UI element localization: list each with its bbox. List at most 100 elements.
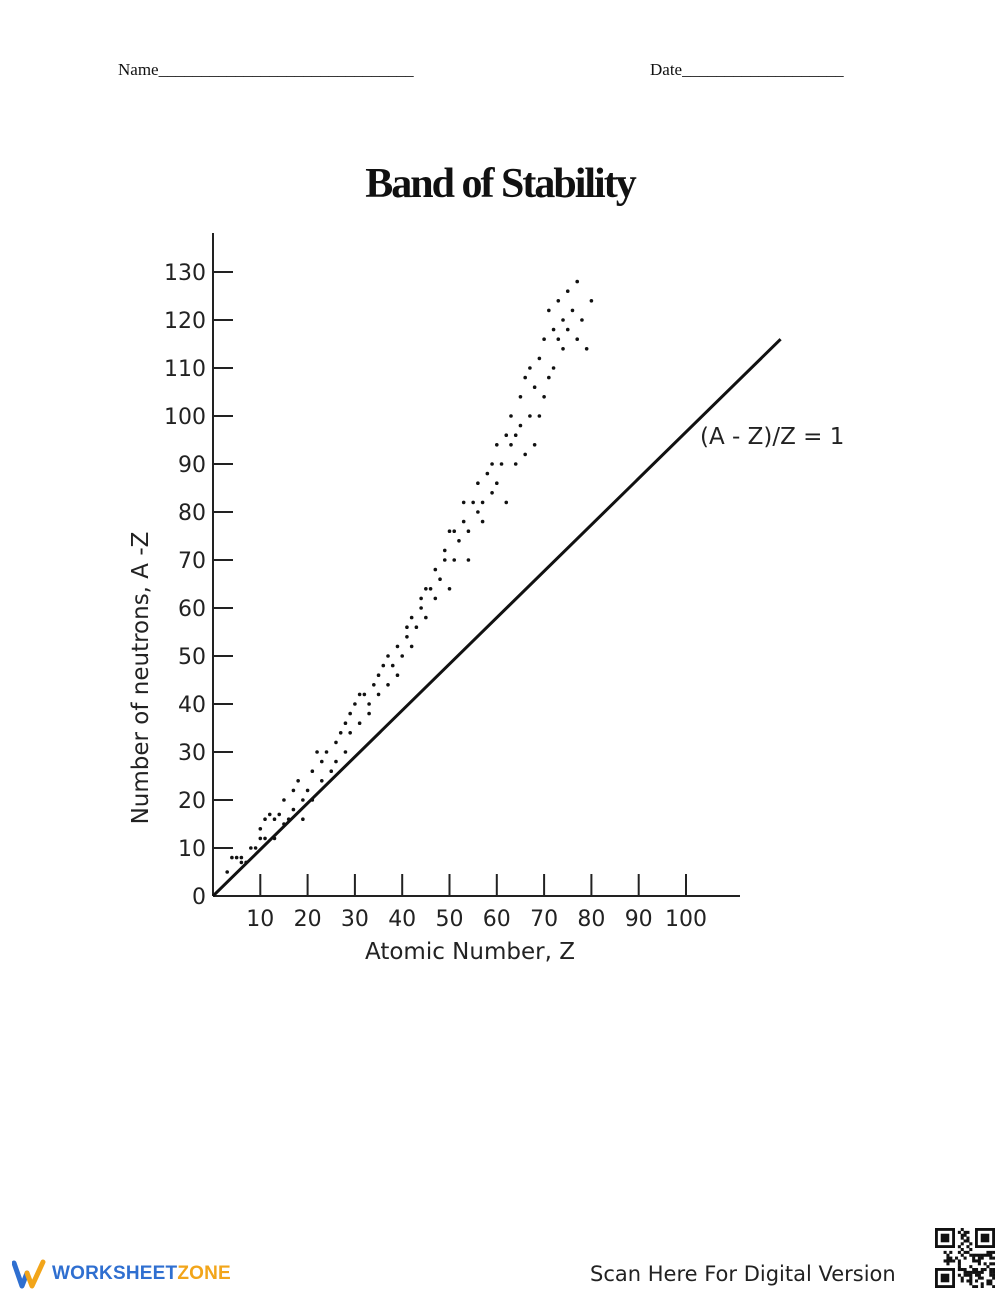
name-field[interactable]: Name______________________________: [118, 60, 414, 80]
x-tick-label: 100: [665, 907, 707, 932]
page-title: Band of Stability: [365, 161, 636, 207]
worksheetzone-logo[interactable]: WORKSHEETZONE: [12, 1257, 231, 1291]
data-point: [433, 596, 438, 601]
data-point: [343, 721, 348, 725]
qr-module: [989, 1268, 993, 1272]
data-point: [457, 539, 461, 543]
data-point: [490, 462, 494, 466]
qr-module: [977, 1276, 981, 1280]
name-label: Name: [118, 60, 159, 79]
data-point: [584, 347, 589, 351]
data-point: [367, 711, 371, 716]
qr-module: [946, 1259, 950, 1263]
data-point: [409, 615, 414, 620]
qr-module: [992, 1273, 995, 1277]
data-point: [556, 299, 561, 303]
data-point: [263, 817, 267, 821]
qr-module: [986, 1282, 990, 1286]
data-point: [405, 625, 409, 629]
qr-module: [980, 1268, 984, 1272]
qr-module: [969, 1273, 973, 1277]
qr-module: [992, 1250, 995, 1254]
qr-module: [966, 1250, 970, 1254]
qr-module: [963, 1239, 967, 1243]
data-point: [575, 279, 580, 284]
data-point: [480, 519, 485, 524]
data-point: [372, 683, 376, 687]
data-point: [442, 558, 447, 562]
y-tick-label: 40: [178, 693, 206, 718]
qr-module: [980, 1270, 984, 1274]
data-point: [547, 375, 551, 380]
qr-module: [966, 1245, 970, 1249]
data-point: [301, 798, 305, 802]
qr-module: [960, 1233, 964, 1237]
qr-module: [977, 1270, 981, 1274]
data-point: [334, 740, 338, 745]
data-point: [438, 577, 442, 581]
qr-module: [960, 1236, 964, 1240]
x-tick-label: 20: [294, 907, 322, 932]
qr-module: [943, 1259, 947, 1263]
date-field[interactable]: Date___________________: [650, 60, 844, 80]
qr-module: [992, 1285, 995, 1288]
qr-module: [992, 1276, 995, 1280]
data-point: [551, 327, 556, 332]
data-point: [357, 692, 362, 697]
data-point: [518, 423, 523, 428]
data-point: [565, 289, 570, 293]
data-point: [532, 385, 537, 389]
qr-module: [972, 1256, 976, 1260]
data-point: [362, 692, 367, 697]
data-point: [258, 836, 263, 841]
data-point: [542, 395, 546, 399]
qr-module: [975, 1273, 979, 1277]
data-point: [291, 788, 296, 793]
data-point: [353, 702, 357, 706]
qr-module: [957, 1262, 961, 1266]
data-point: [447, 529, 452, 533]
qr-module: [957, 1250, 961, 1254]
data-point: [225, 870, 229, 874]
qr-module: [989, 1256, 993, 1260]
data-point: [376, 673, 381, 677]
data-point: [499, 462, 504, 466]
qr-module: [969, 1248, 973, 1252]
qr-module: [975, 1259, 979, 1263]
logo-text: WORKSHEETZONE: [52, 1263, 231, 1285]
y-axis-label: Number of neutrons, A -Z: [128, 532, 154, 825]
qr-module: [983, 1253, 987, 1257]
qr-module: [989, 1250, 993, 1254]
qr-module: [963, 1273, 967, 1277]
qr-module: [960, 1279, 964, 1283]
qr-module: [986, 1253, 990, 1257]
qr-module: [977, 1256, 981, 1260]
qr-module: [980, 1285, 984, 1288]
qr-module: [969, 1253, 973, 1257]
data-point: [310, 769, 315, 773]
data-point: [230, 855, 234, 860]
data-point: [570, 308, 575, 313]
qr-module: [975, 1270, 979, 1274]
data-point: [504, 500, 509, 505]
qr-module: [989, 1262, 993, 1266]
data-point: [296, 779, 300, 783]
data-point: [471, 500, 475, 505]
qr-code[interactable]: [935, 1228, 995, 1288]
x-tick-label: 80: [577, 907, 605, 932]
qr-module: [972, 1270, 976, 1274]
data-point: [239, 860, 244, 865]
qr-module: [949, 1256, 953, 1260]
qr-module: [992, 1256, 995, 1260]
qr-module: [946, 1253, 950, 1257]
name-line: ______________________________: [158, 60, 414, 79]
y-tick-label: 110: [164, 357, 206, 382]
data-point: [234, 855, 239, 860]
qr-module: [966, 1270, 970, 1274]
qr-module: [983, 1262, 987, 1266]
data-point: [580, 318, 584, 322]
y-axis-ticks: 0 10 20 30 40 50 60 70 80 90 100 110 120 130: [164, 261, 233, 910]
qr-module: [949, 1250, 953, 1254]
data-point: [249, 846, 253, 850]
qr-module: [960, 1276, 964, 1280]
